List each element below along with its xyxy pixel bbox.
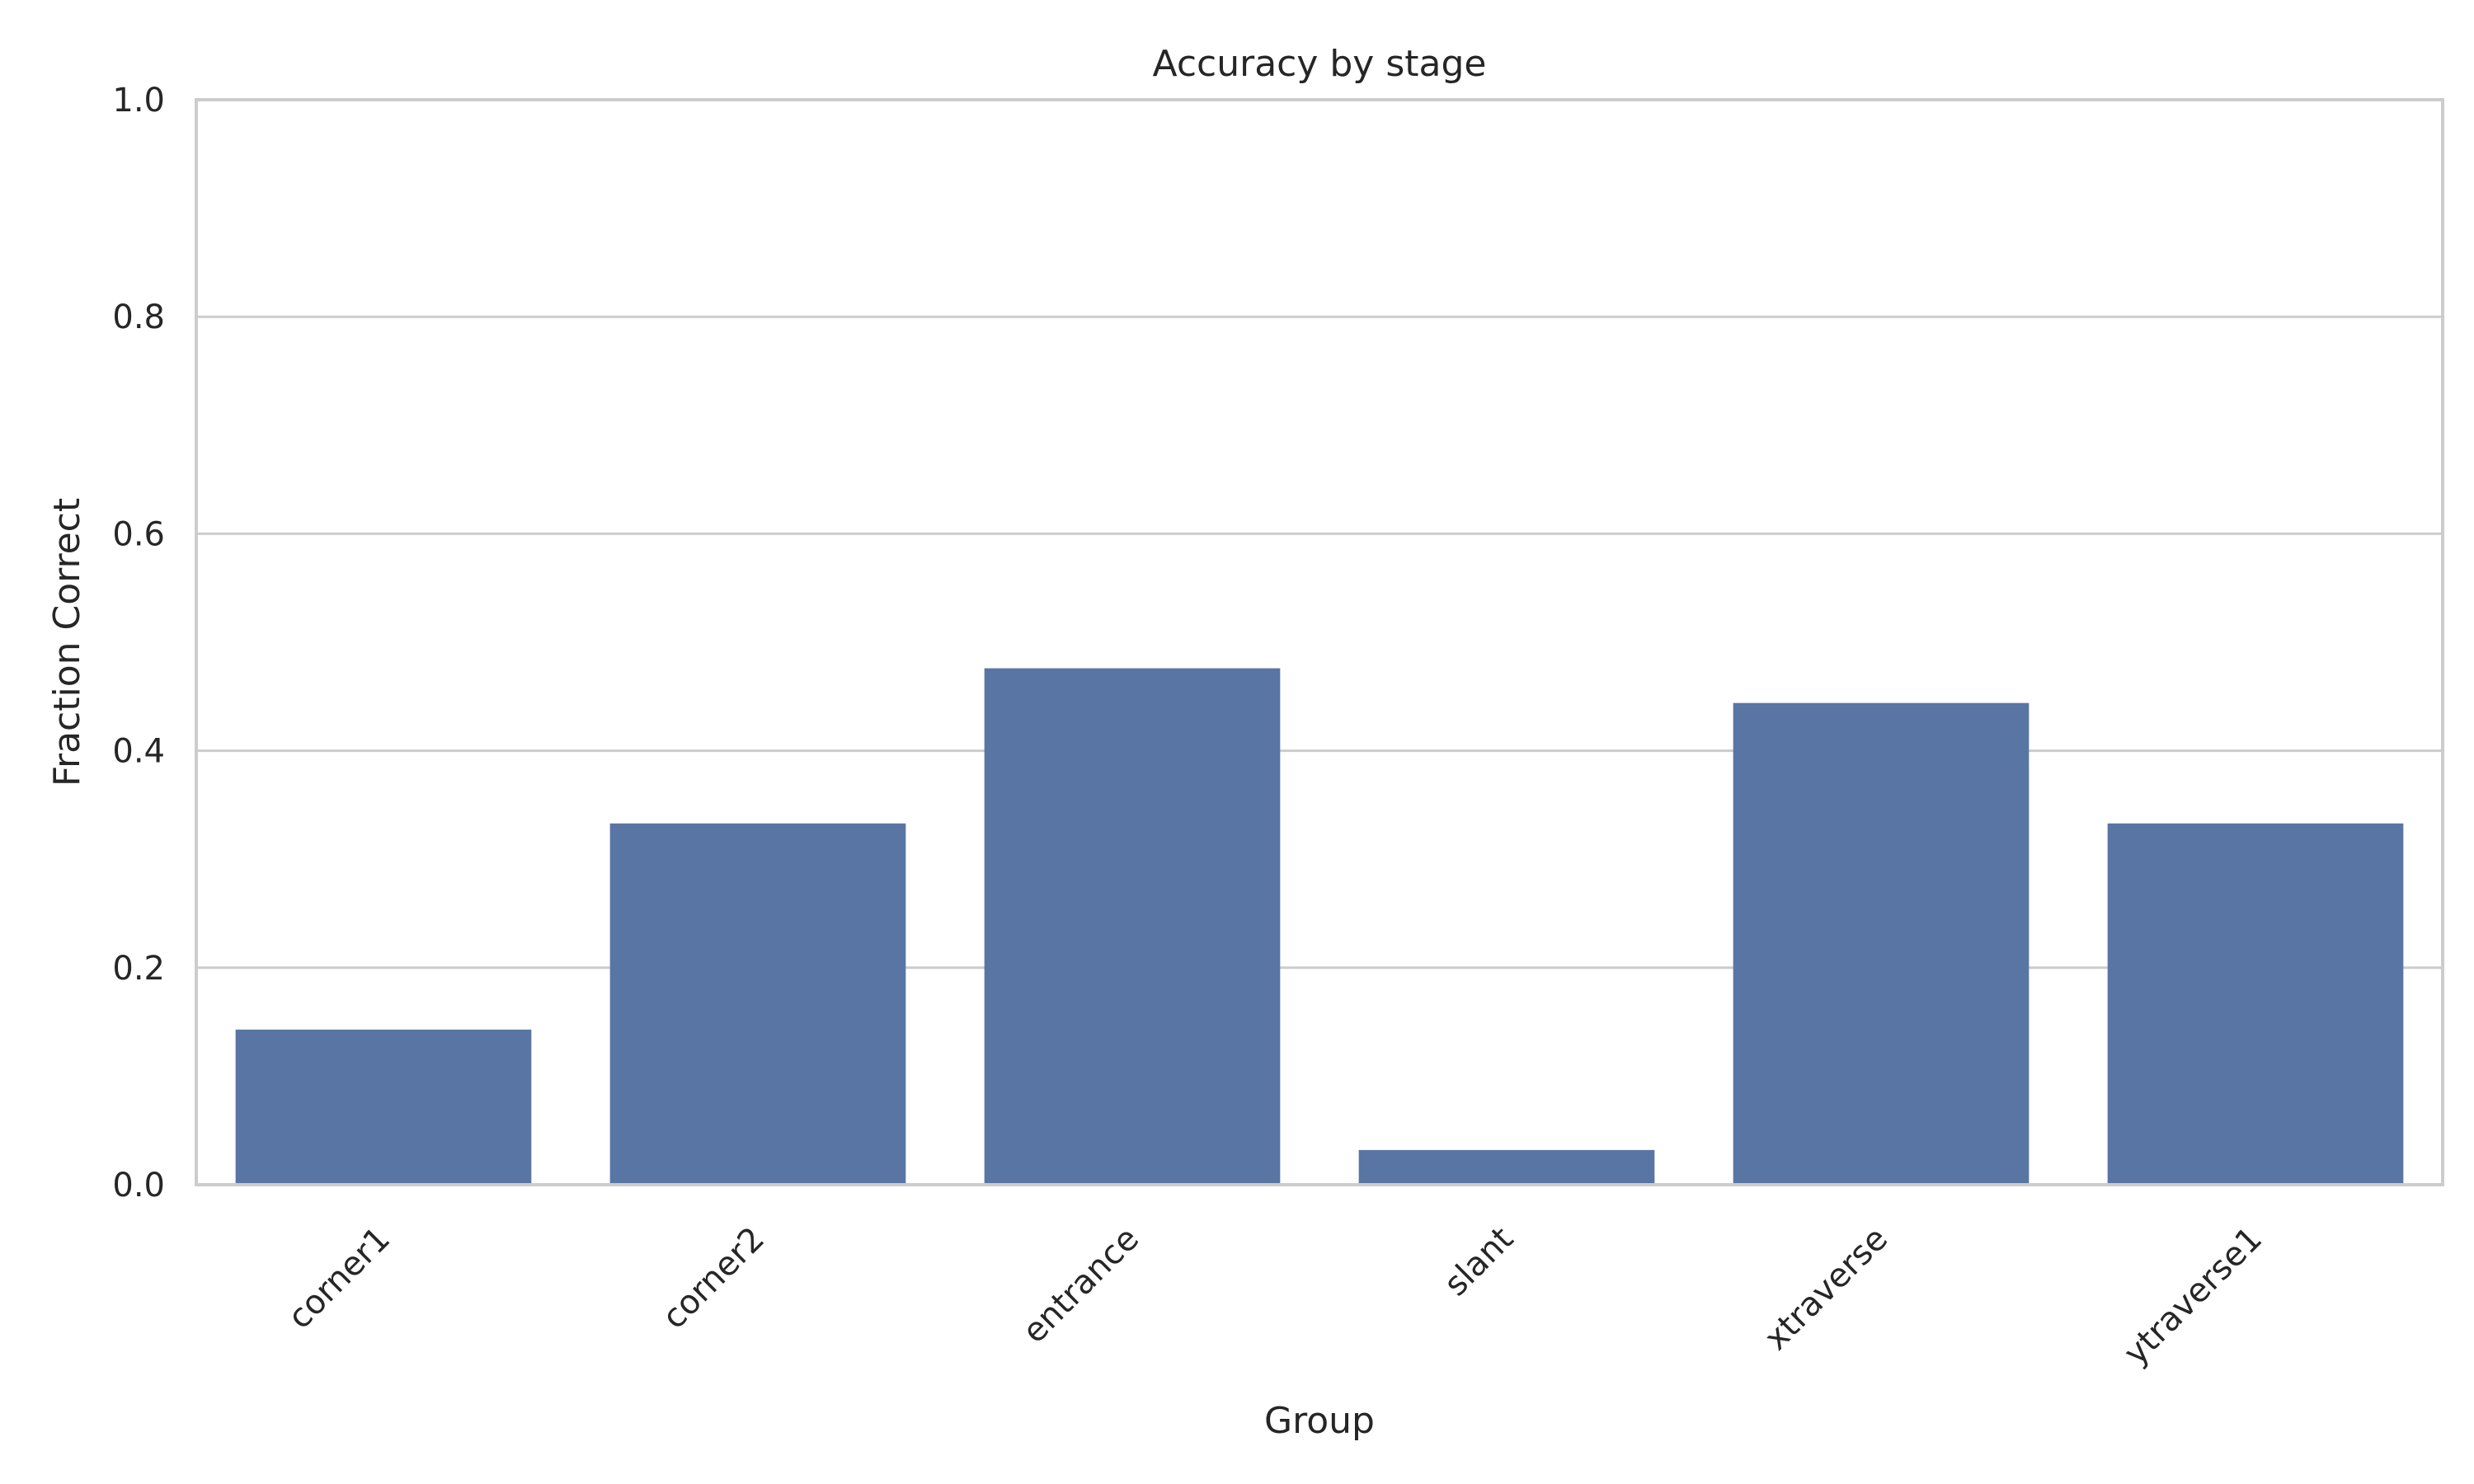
y-tick-label: 0.8 — [112, 298, 165, 336]
bar-corner1 — [235, 1029, 532, 1185]
plot-frame — [195, 98, 2444, 1186]
bar-corner2 — [609, 823, 906, 1185]
chart-title: Accuracy by stage — [1153, 43, 1487, 85]
bar-slant — [1358, 1149, 1655, 1185]
bar-entrance — [984, 668, 1281, 1185]
gridlines — [196, 315, 2443, 970]
bar-ytraverse1 — [2107, 823, 2404, 1185]
y-axis-label: Fraction Correct — [46, 498, 88, 787]
y-tick-label: 0.6 — [112, 515, 165, 553]
y-tick-label: 0.2 — [112, 950, 165, 988]
y-tick-label: 0.0 — [112, 1167, 165, 1205]
bars — [235, 668, 2404, 1185]
y-tick-label: 0.4 — [112, 733, 165, 771]
y-tick-labels: 0.0 0.2 0.4 0.6 0.8 1.0 — [112, 82, 165, 1205]
bar-xtraverse — [1733, 702, 2030, 1185]
y-tick-label: 1.0 — [112, 82, 165, 120]
x-axis-label: Group — [1264, 1400, 1375, 1442]
